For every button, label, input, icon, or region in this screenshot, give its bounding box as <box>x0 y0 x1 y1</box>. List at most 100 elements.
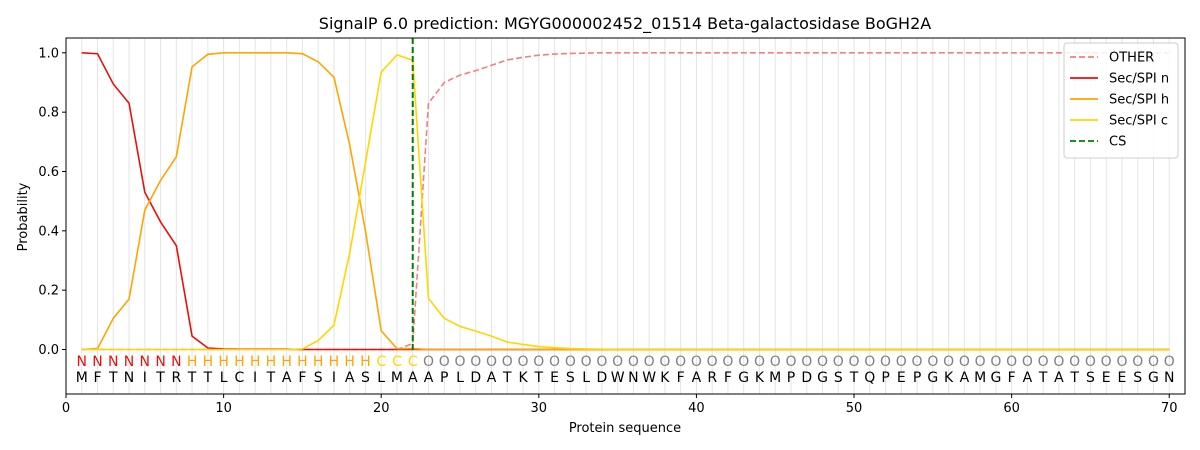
region-label: O <box>1116 354 1127 370</box>
region-label: O <box>533 354 544 370</box>
region-label: O <box>596 354 607 370</box>
legend-label: Sec/SPI n <box>1109 72 1169 87</box>
region-label: O <box>691 354 702 370</box>
residue-label: R <box>171 370 181 386</box>
residue-label: A <box>1054 370 1064 386</box>
region-label: O <box>785 354 796 370</box>
residue-label: A <box>345 370 355 386</box>
region-label: N <box>108 354 118 370</box>
y-axis-title: Probability <box>16 182 31 251</box>
region-label: H <box>313 354 324 370</box>
y-tick-label: 0.4 <box>38 224 59 239</box>
series-line-sec-spi-c <box>81 53 1170 351</box>
residue-label: R <box>707 370 717 386</box>
legend-label: Sec/SPI h <box>1109 93 1169 108</box>
residue-label: F <box>724 370 732 386</box>
residue-label: E <box>897 370 906 386</box>
y-tick-label: 0.8 <box>38 106 59 121</box>
residue-label: A <box>424 370 434 386</box>
plot-area <box>81 38 1170 351</box>
region-label: N <box>124 354 134 370</box>
residue-label: T <box>108 370 118 386</box>
region-label: O <box>1053 354 1064 370</box>
residue-label: M <box>769 370 781 386</box>
residue-label: A <box>692 370 702 386</box>
region-label: O <box>423 354 434 370</box>
residue-label: S <box>361 370 370 386</box>
series-line-other <box>81 52 1170 351</box>
sequence-labels: NMNFNTNNNINTNRHTHTHLHCHIHTHAHFHSHIHAHSCL… <box>76 354 1175 386</box>
region-label: N <box>171 354 181 370</box>
region-label: C <box>392 354 402 370</box>
region-label: O <box>927 354 938 370</box>
residue-label: K <box>518 370 528 386</box>
region-label: O <box>849 354 860 370</box>
residue-label: N <box>628 370 638 386</box>
region-label: O <box>1022 354 1033 370</box>
residue-label: M <box>391 370 403 386</box>
residue-label: A <box>282 370 292 386</box>
residue-label: I <box>253 370 257 386</box>
residue-label: P <box>440 370 448 386</box>
residue-label: A <box>960 370 970 386</box>
legend-box <box>1063 42 1179 159</box>
residue-label: T <box>155 370 165 386</box>
series-line-sec-spi-h <box>81 52 1170 351</box>
region-label: O <box>1164 354 1175 370</box>
region-label: O <box>896 354 907 370</box>
region-label: O <box>1148 354 1159 370</box>
region-label: O <box>565 354 576 370</box>
region-label: N <box>92 354 102 370</box>
legend: OTHER Sec/SPI n Sec/SPI h Sec/SPI c CS <box>1063 42 1179 159</box>
y-tick-label: 0.2 <box>38 284 59 299</box>
residue-label: S <box>314 370 323 386</box>
residue-label: D <box>470 370 481 386</box>
region-label: H <box>360 354 371 370</box>
region-label: H <box>250 354 261 370</box>
legend-label: OTHER <box>1109 51 1154 66</box>
residue-label: S <box>1086 370 1095 386</box>
region-label: O <box>502 354 513 370</box>
region-label: O <box>628 354 639 370</box>
region-label: O <box>912 354 923 370</box>
residue-label: L <box>377 370 385 386</box>
region-label: O <box>880 354 891 370</box>
residue-label: E <box>550 370 559 386</box>
residue-label: G <box>927 370 938 386</box>
residue-label: D <box>801 370 812 386</box>
region-label: O <box>943 354 954 370</box>
region-label: H <box>203 354 214 370</box>
region-label: H <box>218 354 229 370</box>
residue-label: A <box>408 370 418 386</box>
residue-label: T <box>266 370 276 386</box>
residue-label: P <box>787 370 795 386</box>
residue-label: F <box>1008 370 1016 386</box>
residue-label: C <box>234 370 244 386</box>
region-label: O <box>644 354 655 370</box>
region-label: O <box>722 354 733 370</box>
residue-label: T <box>534 370 544 386</box>
y-tick-label: 0.6 <box>38 165 59 180</box>
x-tick-label: 20 <box>373 401 390 416</box>
region-label: O <box>486 354 497 370</box>
region-label: O <box>518 354 529 370</box>
region-label: O <box>549 354 560 370</box>
region-label: H <box>187 354 198 370</box>
y-tick-label: 0.0 <box>38 343 59 358</box>
region-label: H <box>234 354 245 370</box>
region-label: O <box>612 354 623 370</box>
region-label: H <box>329 354 340 370</box>
residue-label: T <box>203 370 213 386</box>
residue-label: T <box>1069 370 1079 386</box>
residue-label: A <box>1023 370 1033 386</box>
region-label: O <box>864 354 875 370</box>
region-label: O <box>675 354 686 370</box>
residue-label: T <box>187 370 197 386</box>
series-line-sec-spi-n <box>81 52 1170 351</box>
region-label: N <box>155 354 165 370</box>
region-label: N <box>140 354 150 370</box>
region-label: N <box>77 354 87 370</box>
x-tick-label: 70 <box>1161 401 1178 416</box>
region-label: H <box>344 354 355 370</box>
